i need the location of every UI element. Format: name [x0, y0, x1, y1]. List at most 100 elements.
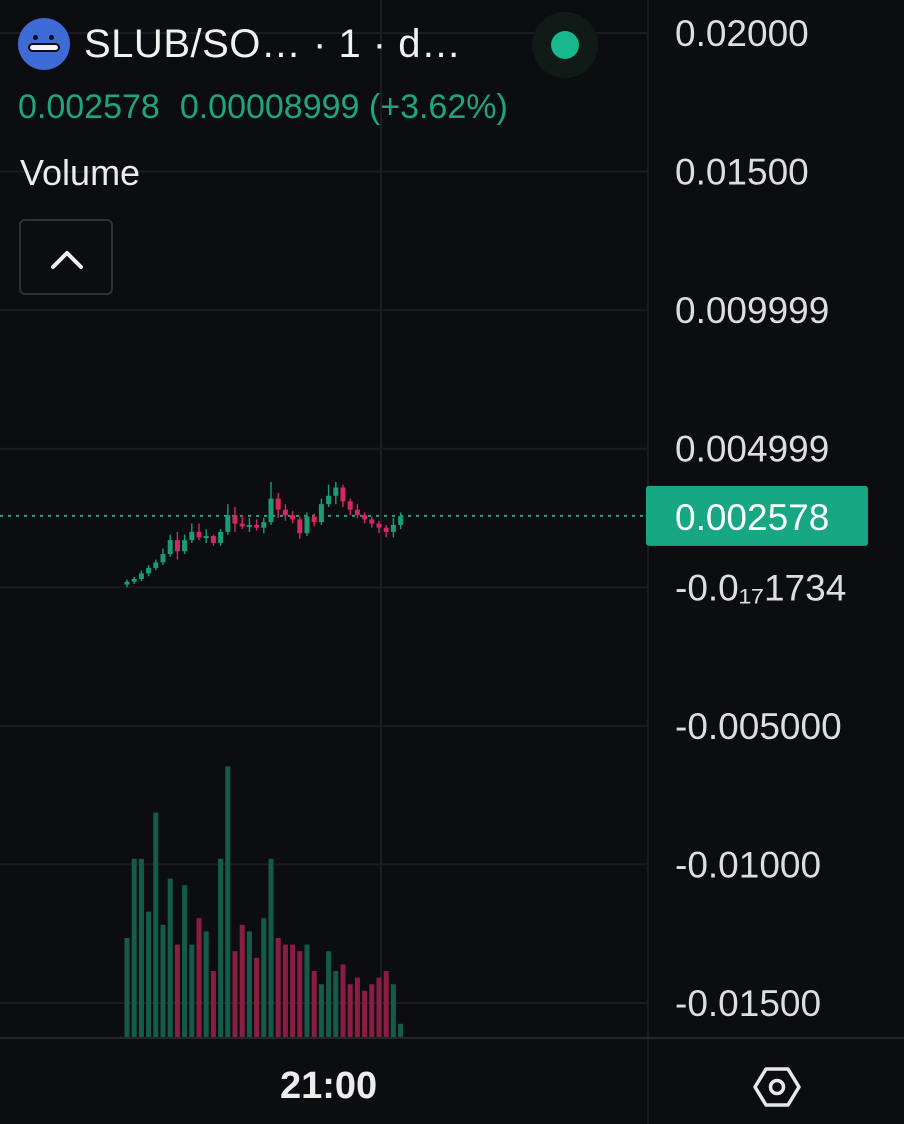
- volume-bar: [333, 971, 339, 1037]
- volume-bar: [398, 1023, 404, 1037]
- candle-body: [326, 495, 332, 505]
- candle-body: [246, 524, 252, 527]
- candle-body: [354, 509, 360, 516]
- candle-body: [131, 578, 137, 582]
- candle-body: [268, 498, 274, 523]
- volume-bar: [354, 977, 360, 1037]
- candle-body: [275, 498, 281, 510]
- chart-grid: [0, 32, 648, 1004]
- volume-bar: [275, 938, 281, 1037]
- candle-body: [225, 515, 231, 532]
- candle-body: [239, 523, 245, 527]
- candle-body: [146, 567, 152, 574]
- volume-bar: [246, 931, 252, 1037]
- volume-bar: [383, 971, 389, 1037]
- volume-bar: [239, 924, 245, 1037]
- candle-body: [160, 554, 166, 563]
- chevron-up-icon: [51, 251, 83, 269]
- volume-bar: [124, 938, 130, 1037]
- price-tick-label: 0.01500: [675, 152, 809, 193]
- price-tick-label: -0.0₁₇1734: [675, 567, 846, 608]
- volume-bars: [124, 766, 404, 1037]
- candle-body: [304, 516, 310, 534]
- current-price-label: 0.002578: [675, 497, 829, 538]
- price-tick-label: -0.01000: [675, 844, 821, 885]
- price-tick-label: -0.01500: [675, 983, 821, 1024]
- volume-bar: [182, 885, 188, 1037]
- chart-settings-button[interactable]: [752, 1062, 802, 1112]
- time-axis: 21:00: [280, 1065, 377, 1107]
- volume-bar: [131, 858, 137, 1037]
- token-avatar: [18, 18, 70, 70]
- volume-bar: [347, 984, 353, 1037]
- time-tick-label: 21:00: [280, 1065, 377, 1107]
- candle-body: [318, 504, 324, 523]
- volume-bar: [390, 984, 396, 1037]
- volume-bar: [174, 944, 180, 1037]
- volume-bar: [376, 977, 382, 1037]
- volume-bar: [232, 951, 238, 1037]
- price-tick-label: 0.02000: [675, 13, 809, 54]
- candle-body: [333, 487, 339, 496]
- volume-bar: [362, 990, 368, 1037]
- candle-body: [174, 540, 180, 552]
- volume-bar: [311, 971, 317, 1037]
- volume-bar: [146, 911, 152, 1037]
- candle-body: [362, 515, 368, 520]
- status-dot: [551, 31, 579, 59]
- hexagon-settings-icon: [753, 1067, 801, 1107]
- volume-bar: [369, 984, 375, 1037]
- candle-body: [282, 509, 288, 516]
- volume-bar: [326, 951, 332, 1037]
- candle-body: [210, 536, 216, 543]
- volume-bar: [210, 971, 216, 1037]
- candle-body: [311, 516, 317, 523]
- volume-bar: [304, 944, 310, 1037]
- candle-body: [124, 581, 130, 585]
- volume-bar: [297, 951, 303, 1037]
- candle-body: [340, 487, 346, 502]
- volume-bar: [268, 858, 274, 1037]
- candle-body: [383, 527, 389, 532]
- volume-bar: [160, 924, 166, 1037]
- candle-body: [167, 540, 173, 555]
- candle-body: [376, 523, 382, 528]
- volume-bar: [254, 957, 260, 1037]
- candle-body: [398, 515, 404, 525]
- volume-bar: [225, 766, 231, 1037]
- last-price: 0.002578: [18, 88, 160, 126]
- chart-header: SLUB/SO… · 1 · d…: [18, 14, 644, 74]
- candle-body: [189, 531, 195, 541]
- volume-bar: [153, 812, 159, 1037]
- volume-bar: [282, 944, 288, 1037]
- candle-body: [232, 515, 238, 524]
- candle-body: [347, 501, 353, 510]
- market-status-indicator: [532, 12, 598, 78]
- candle-body: [390, 524, 396, 532]
- price-axis: 0.02000 0.01500 0.009999 0.004999 -0.0₁₇1734…: [646, 13, 868, 1024]
- price-change: 0.00008999 (+3.62%): [179, 88, 508, 126]
- volume-bar: [318, 984, 324, 1037]
- candle-body: [138, 573, 144, 579]
- price-summary: 0.002578 0.00008999 (+3.62%): [18, 88, 508, 127]
- candlesticks: [124, 481, 404, 588]
- candle-body: [290, 515, 296, 520]
- collapse-indicators-button[interactable]: [19, 219, 113, 295]
- candle-body: [297, 519, 303, 534]
- current-price-tag: [646, 485, 868, 546]
- volume-bar: [189, 944, 195, 1037]
- volume-bar: [138, 858, 144, 1037]
- volume-bar: [203, 931, 209, 1037]
- candle-body: [254, 524, 260, 528]
- volume-bar: [290, 944, 296, 1037]
- price-tick-label: -0.005000: [675, 706, 842, 747]
- volume-bar: [218, 858, 224, 1037]
- candle-body: [182, 540, 188, 552]
- volume-bar: [196, 918, 202, 1037]
- volume-indicator-label[interactable]: Volume: [20, 152, 141, 193]
- volume-bar: [340, 964, 346, 1037]
- symbol-title[interactable]: SLUB/SO… · 1 · d…: [84, 21, 462, 66]
- candle-body: [196, 531, 202, 538]
- candle-body: [203, 536, 209, 539]
